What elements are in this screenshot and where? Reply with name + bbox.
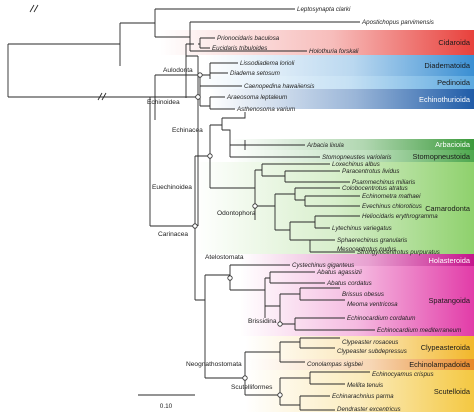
band-diadematoida bbox=[205, 55, 474, 76]
band-clypeasteroida bbox=[245, 336, 474, 359]
node-echinacea bbox=[207, 153, 213, 159]
node-carinacea bbox=[192, 223, 198, 229]
taxon-label: Apostichopus parvimensis bbox=[361, 19, 434, 26]
clade-label-pedinoida: Pedinoida bbox=[437, 78, 471, 87]
node-atelostomata bbox=[227, 275, 233, 281]
band-echinothurioida bbox=[210, 89, 474, 109]
taxon-label: Holothuria forskali bbox=[309, 48, 359, 55]
clade-label-scutelloida: Scutelloida bbox=[434, 387, 471, 396]
taxon-labels: Leptosynapta clarki Apostichopus parvime… bbox=[212, 6, 461, 413]
taxon-label: Clypeaster subdepressus bbox=[337, 348, 407, 355]
node-neognathostomata bbox=[242, 375, 248, 381]
node-markers bbox=[192, 72, 283, 398]
taxon-label: Asthenosoma varium bbox=[236, 106, 295, 113]
node-label-neognathostomata: Neognathostomata bbox=[186, 361, 242, 368]
taxon-label: Stomopneustes variolaris bbox=[322, 154, 391, 161]
node-label-brissidina: Brissidina bbox=[248, 318, 277, 325]
taxon-label: Eucidaris tribuloides bbox=[212, 45, 267, 52]
tree-branches bbox=[7, 8, 375, 411]
taxon-label: Colobocentrotus atratus bbox=[342, 185, 408, 192]
scale-bar: 0.10 bbox=[138, 394, 195, 410]
taxon-label: Clypeaster rosaceus bbox=[342, 339, 398, 346]
taxon-label: Evechinus chloroticus bbox=[362, 203, 422, 210]
node-label-scutelliformes: Scutelliformes bbox=[231, 384, 273, 391]
taxon-label: Mesocentrotus nudus bbox=[337, 246, 396, 253]
taxon-label: Brissus obesus bbox=[342, 291, 384, 298]
taxon-label: Caenopedina hawaiiensis bbox=[244, 83, 315, 90]
taxon-label: Echinarachnius parma bbox=[332, 393, 394, 400]
clade-label-arbacioida: Arbacioida bbox=[435, 140, 471, 149]
node-label-carinacea: Carinacea bbox=[158, 231, 188, 238]
taxon-label: Loxechinus albus bbox=[332, 161, 380, 168]
clade-label-cidaroida: Cidaroida bbox=[438, 38, 471, 47]
band-stomopneustoida bbox=[230, 150, 474, 162]
taxon-label: Prionocidaris baculosa bbox=[217, 35, 280, 42]
taxon-label: Meoma ventricosa bbox=[347, 301, 398, 308]
taxon-label: Cystechinus giganteus bbox=[292, 262, 354, 269]
clade-label-stomopneustoida: Stomopneustoida bbox=[412, 152, 470, 161]
clade-label-clypeasteroida: Clypeasteroida bbox=[421, 343, 471, 352]
taxon-label: Echinocardium mediterraneum bbox=[377, 327, 461, 334]
taxon-label: Psammechinus miliaris bbox=[352, 179, 415, 186]
node-aulodonta bbox=[197, 72, 203, 78]
node-scutelliformes bbox=[277, 392, 283, 398]
band-holasteroida bbox=[240, 254, 474, 266]
taxon-label: Leptosynapta clarki bbox=[297, 6, 351, 13]
node-label-echinoidea: Echinoidea bbox=[147, 99, 180, 106]
taxon-label: Strongylocentrotus purpuratus bbox=[357, 249, 440, 256]
node-label-atelostomata: Atelostomata bbox=[205, 254, 244, 261]
band-camarodonta bbox=[195, 162, 474, 254]
taxon-label: Dendraster excentricus bbox=[337, 406, 401, 413]
node-brissidina bbox=[277, 321, 283, 327]
clade-label-camarodonta: Camarodonta bbox=[425, 204, 471, 213]
clade-label-echinolampadoida: Echinolampadoida bbox=[409, 360, 471, 369]
taxon-label: Lissodiadema lorioli bbox=[240, 60, 295, 67]
taxon-label: Echinocardium cordatum bbox=[347, 315, 415, 322]
taxon-label: Conolampas sigsbei bbox=[307, 361, 363, 368]
band-pedinoida bbox=[195, 76, 474, 89]
clade-label-echinothurioida: Echinothurioida bbox=[419, 95, 471, 104]
node-label-odontophora: Odontophora bbox=[217, 210, 256, 217]
clade-label-spatangoida: Spatangoida bbox=[428, 296, 470, 305]
node-odontophora bbox=[252, 203, 258, 209]
taxon-label: Paracentrotus lividus bbox=[342, 168, 399, 175]
taxon-label: Sphaerechinus granularis bbox=[337, 237, 407, 244]
taxon-label: Diadema setosum bbox=[230, 70, 280, 77]
clade-bands bbox=[160, 30, 474, 412]
taxon-label: Echinocyamus crispus bbox=[372, 371, 434, 378]
node-echinoidea bbox=[195, 94, 201, 100]
node-label-echinacea: Echinacea bbox=[172, 127, 203, 134]
taxon-label: Heliocidaris erythrogramma bbox=[362, 213, 438, 220]
taxon-label: Abatus cordatus bbox=[326, 280, 372, 287]
taxon-label: Mellita tenuis bbox=[347, 382, 383, 389]
clade-labels: Cidaroida Diadematoida Pedinoida Echinot… bbox=[409, 38, 471, 396]
taxon-label: Lytechinus variegatus bbox=[332, 225, 392, 232]
band-echinolampadoida bbox=[245, 359, 474, 370]
node-label-euechinoidea: Euechinoidea bbox=[152, 184, 192, 191]
node-label-aulodonta: Aulodonta bbox=[163, 67, 193, 74]
branch-break-marks bbox=[29, 4, 107, 101]
taxon-label: Arbacia lixula bbox=[306, 142, 344, 149]
clade-label-holasteroida: Holasteroida bbox=[429, 256, 471, 265]
node-labels: Echinoidea Euechinoidea Aulodonta Carina… bbox=[147, 67, 277, 391]
clade-label-diadematoida: Diadematoida bbox=[424, 61, 470, 70]
taxon-label: Abatus agassizii bbox=[316, 269, 362, 276]
band-arbacioida bbox=[230, 139, 474, 150]
taxon-label: Echinometra mathaei bbox=[362, 193, 421, 200]
scale-bar-label: 0.10 bbox=[160, 403, 173, 410]
taxon-label: Araeosoma leptaleum bbox=[226, 94, 287, 101]
